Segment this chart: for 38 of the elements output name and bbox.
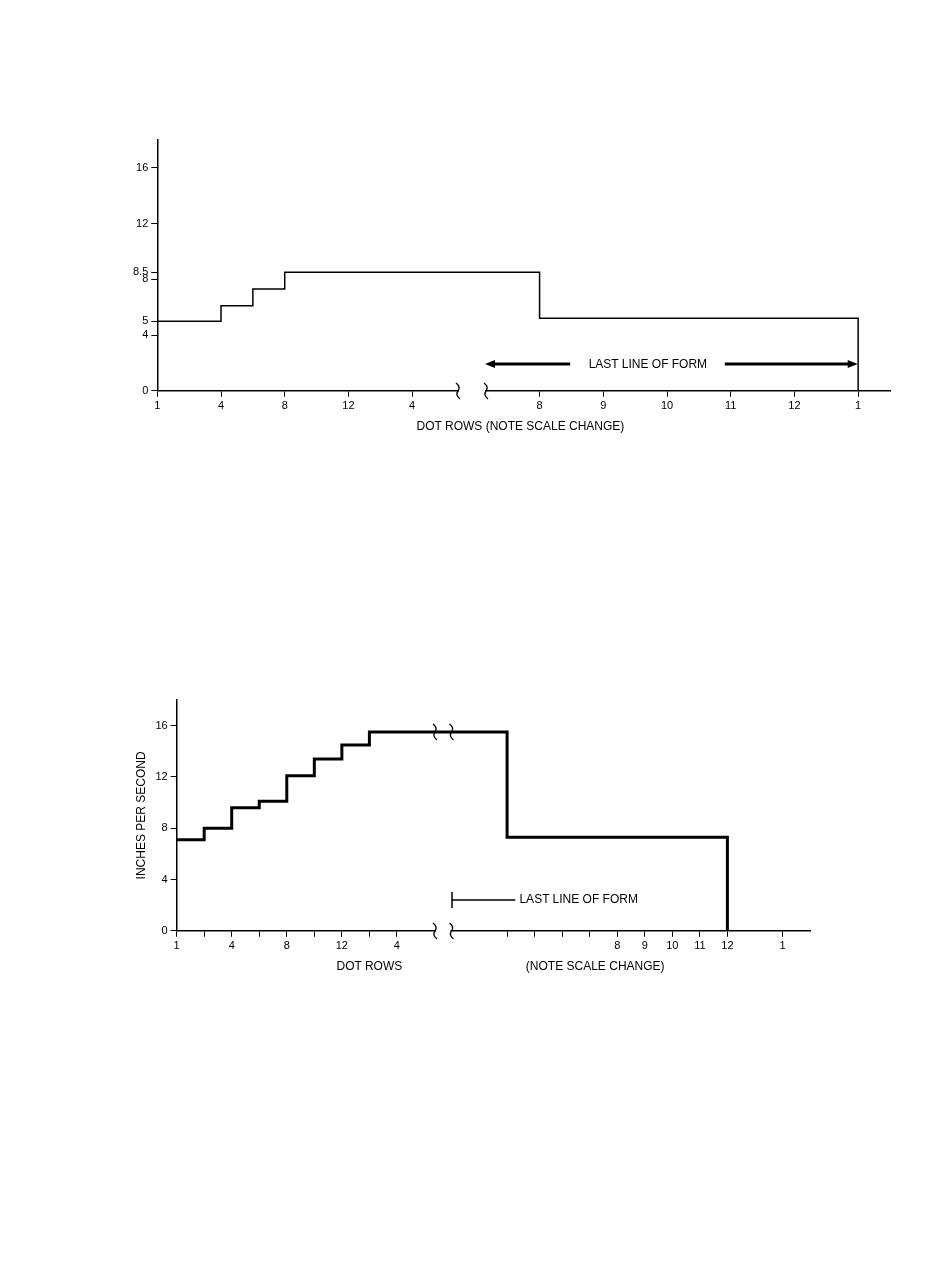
x-tick-label: 4 [409, 399, 416, 412]
x-tick-label: 9 [641, 939, 648, 952]
y-tick-label: 4 [161, 872, 168, 885]
x-tick-label: 10 [660, 399, 674, 412]
x-tick-label: 11 [694, 939, 706, 952]
y-tick-label: 0 [161, 923, 168, 936]
x-tick-label: 8 [536, 399, 543, 412]
x-tick-label: 4 [228, 939, 235, 952]
text: (NOTE SCALE CHANGE) [525, 959, 665, 974]
y-tick-label: 8 [161, 821, 168, 834]
x-tick-label: 1 [855, 399, 862, 412]
y-tick-label: 16 [136, 160, 149, 173]
x-tick-label: 12 [721, 939, 734, 952]
y-tick-label: 12 [155, 769, 168, 782]
x-tick-label: 1 [173, 939, 180, 952]
x-axis-title: DOT ROWS (NOTE SCALE CHANGE) [416, 419, 625, 434]
x-tick-label: 12 [335, 939, 348, 952]
y-tick-label: 12 [136, 216, 149, 229]
x-tick-label: 12 [342, 399, 355, 412]
x-tick-label: 1 [154, 399, 161, 412]
y-tick-label: 5 [142, 314, 149, 327]
x-tick-label: 10 [666, 939, 679, 952]
x-tick-label: 8 [614, 939, 621, 952]
annotation: LAST LINE OF FORM [519, 892, 638, 907]
x-tick-label: 11 [725, 399, 737, 412]
y-tick-label: 0 [142, 383, 149, 396]
x-tick-label: 8 [281, 399, 288, 412]
x-tick-label: 12 [788, 399, 801, 412]
y-axis-title: INCHES PER SECOND [133, 751, 148, 880]
x-tick-label: 4 [217, 399, 225, 412]
annotation: LAST LINE OF FORM [588, 356, 708, 371]
x-tick-label: 1 [779, 939, 786, 952]
x-tick-label: 4 [393, 939, 400, 952]
x-tick-label: 8 [283, 939, 290, 952]
x-axis-title: DOT ROWS [336, 959, 403, 974]
x-tick-label: 9 [600, 399, 607, 412]
y-tick-label: 4 [142, 328, 149, 341]
y-tick-label: 16 [155, 718, 168, 731]
